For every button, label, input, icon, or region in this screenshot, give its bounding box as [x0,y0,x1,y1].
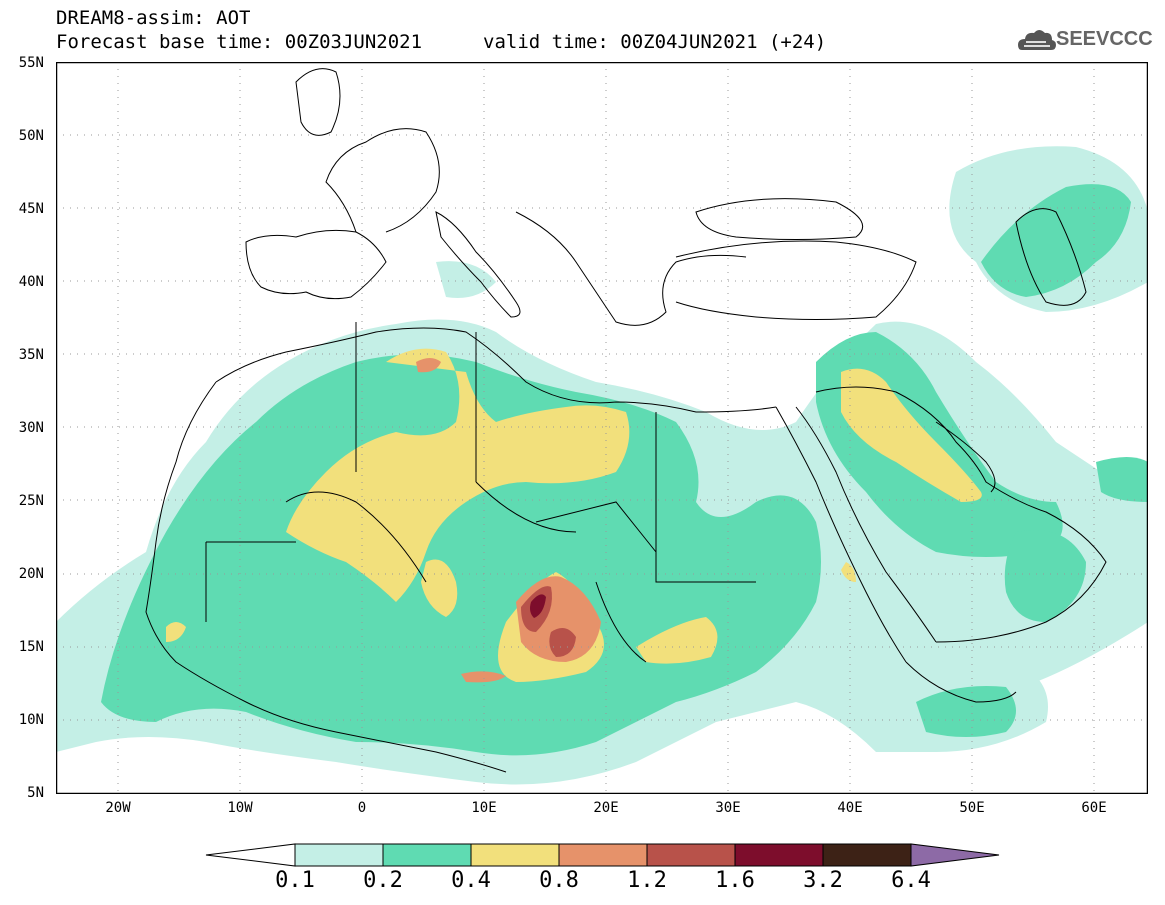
lon-label: 30E [715,800,741,816]
coastlines [145,68,1107,773]
colorbar-segment [382,843,472,867]
colorbar-segment [646,843,736,867]
lon-label: 10E [471,800,497,816]
lon-label: 50E [959,800,985,816]
colorbar-label: 0.2 [363,868,403,893]
seevccc-logo: SEEVCCC [1056,28,1153,50]
lat-label: 35N [18,347,44,363]
aot-contour-1.6 [530,594,546,618]
colorbar-arrow-low [205,843,296,867]
lat-label: 45N [18,201,44,217]
lon-label: 20W [105,800,131,816]
lat-label: 10N [18,712,44,728]
colorbar-label: 1.2 [627,868,667,893]
map-title: DREAM8-assim: AOT [56,7,251,29]
colorbar-segment [294,843,384,867]
lat-label: 20N [18,566,44,582]
lat-label: 50N [18,128,44,144]
graticule [56,62,1148,794]
colorbar [205,843,1000,867]
colorbar-segment [822,843,912,867]
colorbar-arrow-high [910,843,1000,867]
colorbar-label: 3.2 [803,868,843,893]
colorbar-segment [734,843,824,867]
lat-label: 55N [18,55,44,71]
lon-label: 20E [593,800,619,816]
colorbar-label: 6.4 [891,868,931,893]
lon-label: 10W [227,800,253,816]
valid-time: valid time: 00Z04JUN2021 (+24) [483,31,827,53]
lat-label: 40N [18,274,44,290]
lat-label: 15N [18,639,44,655]
colorbar-label: 0.1 [275,868,315,893]
colorbar-label: 0.4 [451,868,491,893]
colorbar-segment [470,843,560,867]
colorbar-segment [558,843,648,867]
lon-label: 40E [837,800,863,816]
colorbar-label: 0.8 [539,868,579,893]
colorbar-label: 1.6 [715,868,755,893]
cloud-icon [1018,30,1056,50]
lat-label: 25N [18,493,44,509]
aot-map [56,62,1148,794]
lat-label: 5N [27,785,44,801]
lon-label: 60E [1081,800,1107,816]
forecast-base-time: Forecast base time: 00Z03JUN2021 [56,31,423,53]
lat-label: 30N [18,420,44,436]
lon-label: 0 [357,800,367,816]
